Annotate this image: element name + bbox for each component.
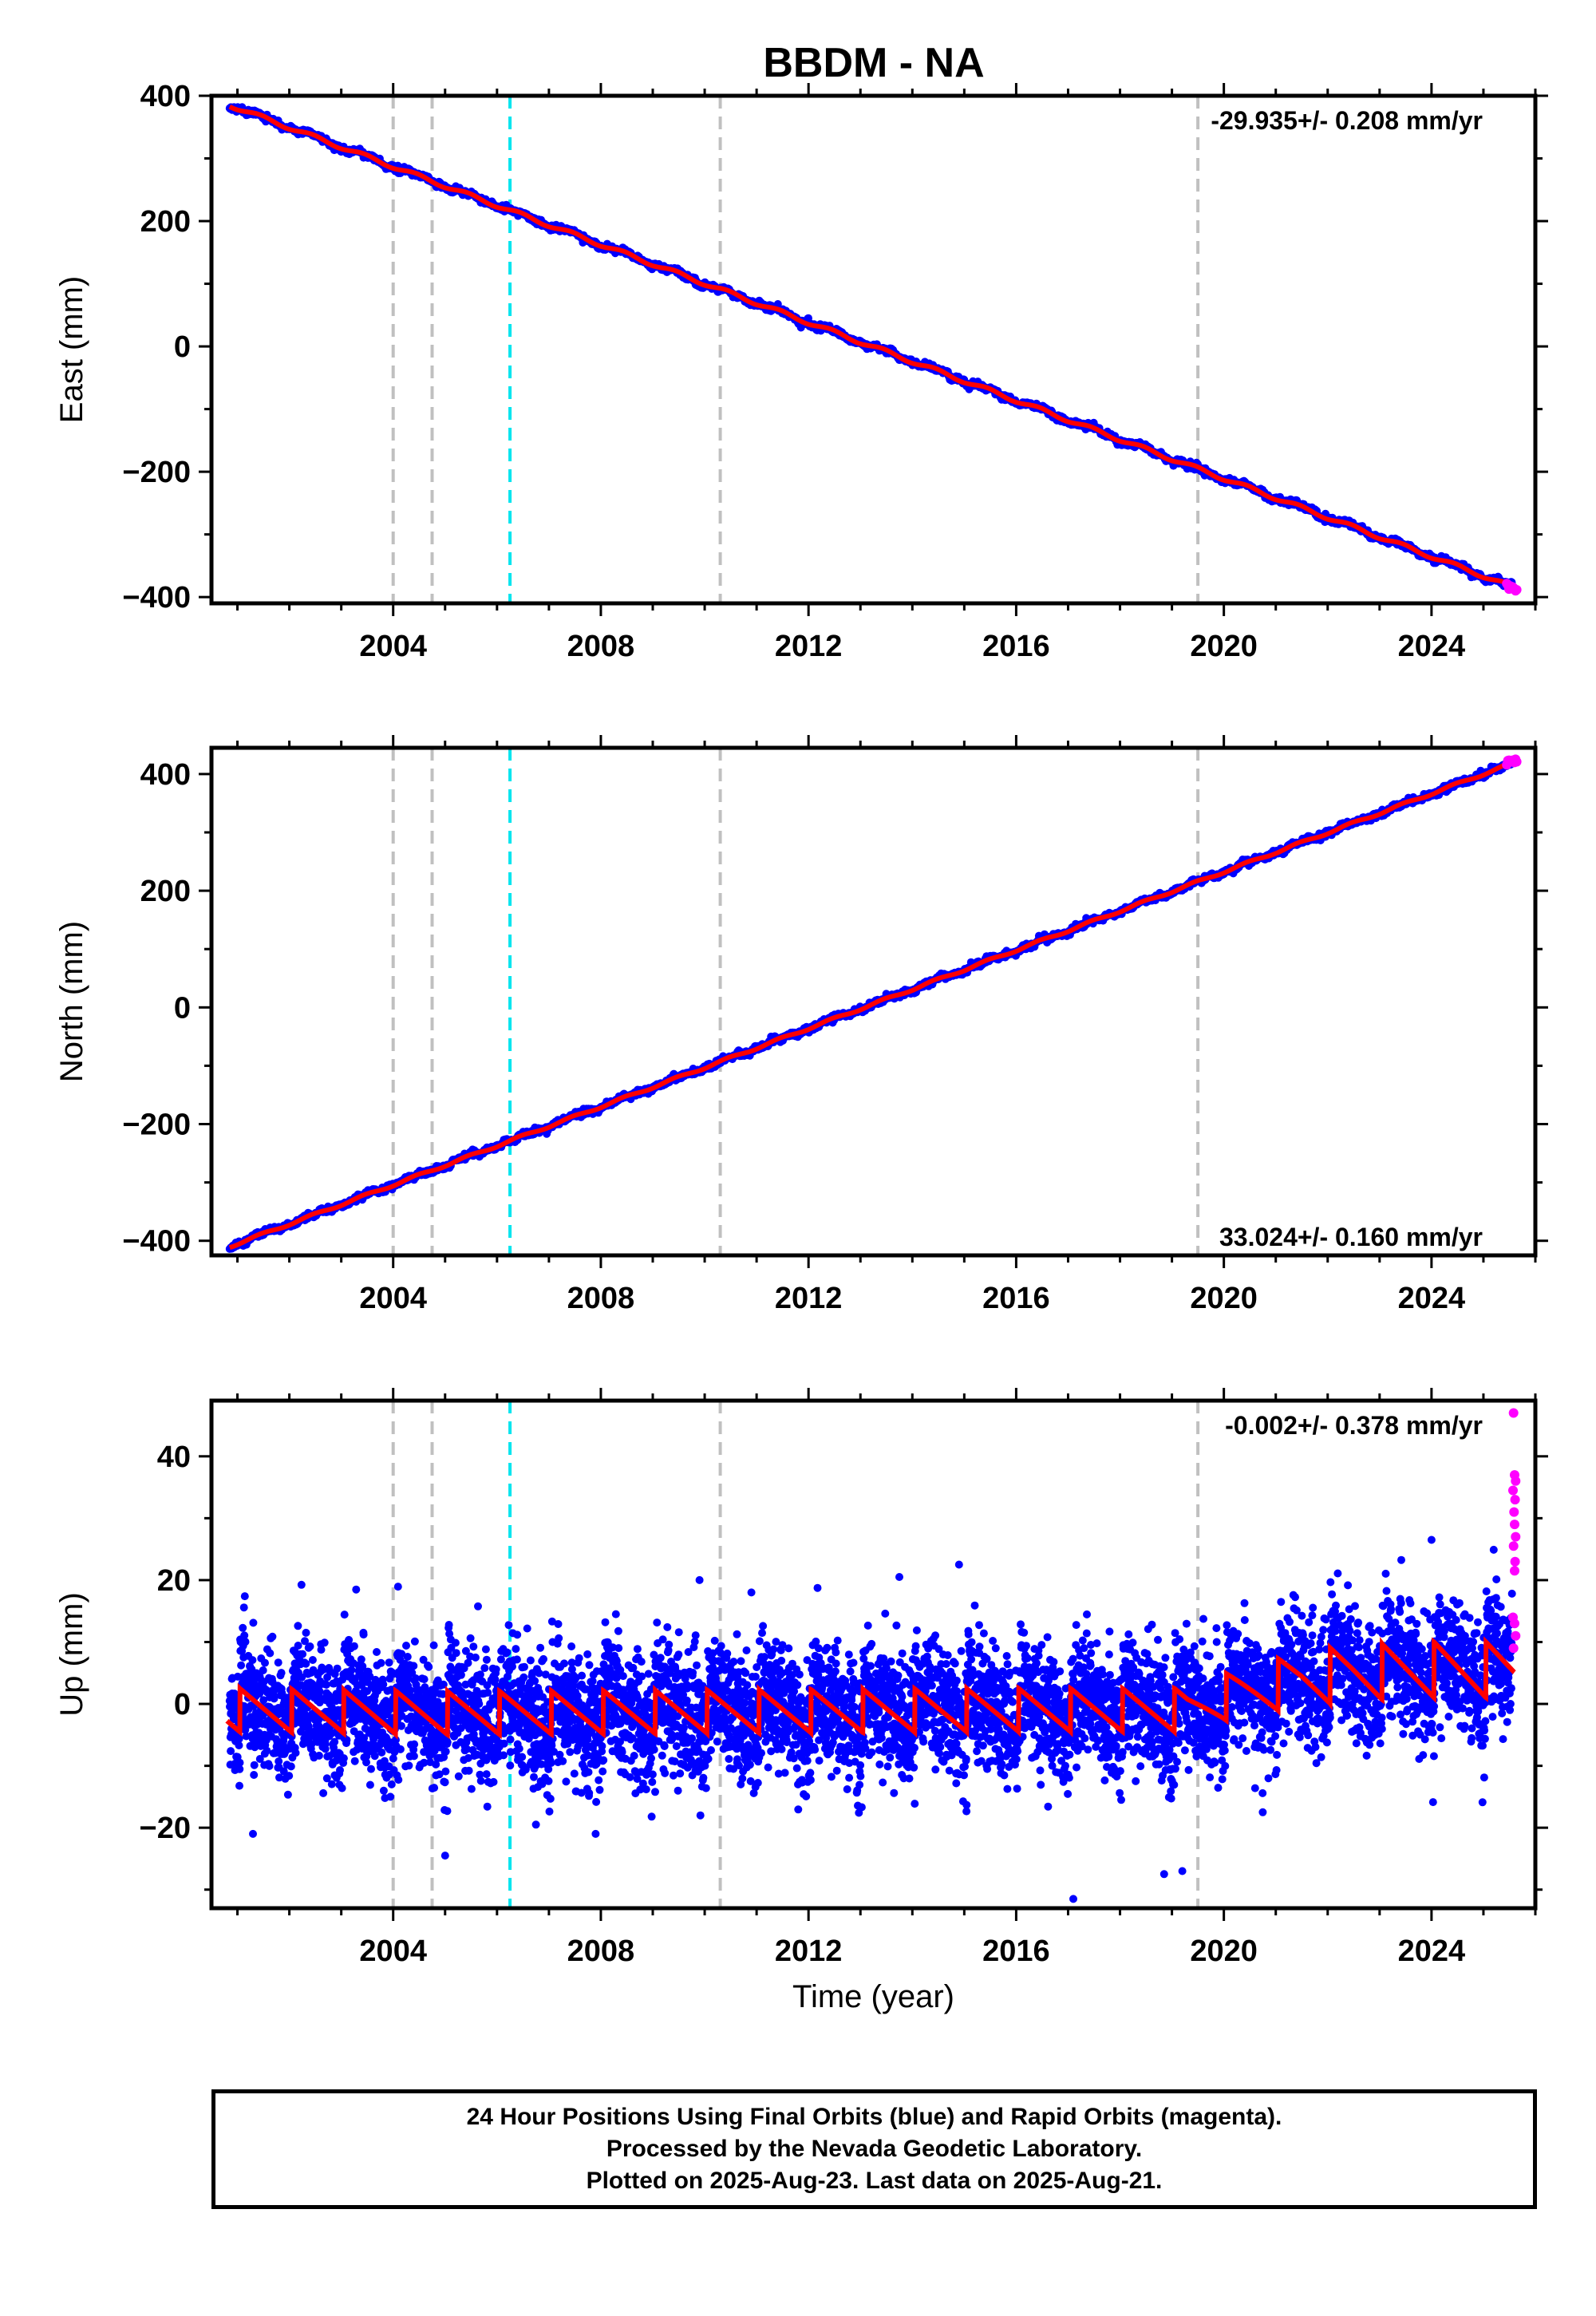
up-final-orbit-point [259, 1666, 267, 1674]
up-final-orbit-point [350, 1757, 359, 1765]
up-final-orbit-point [342, 1736, 351, 1745]
north-y-tick-label: 0 [174, 991, 191, 1025]
up-final-orbit-point [250, 1761, 259, 1769]
east-model-fit-line [228, 105, 1519, 591]
east-y-axis-label: East (mm) [54, 276, 89, 423]
north-y-tick-label: −400 [122, 1225, 191, 1259]
up-final-orbit-point [268, 1632, 277, 1641]
up-final-orbit-point [240, 1592, 249, 1601]
up-final-orbit-point [347, 1666, 356, 1674]
up-final-orbit-point [283, 1790, 292, 1799]
up-data [225, 1408, 1521, 1903]
north-x-tick-label: 2016 [982, 1282, 1050, 1315]
up-final-orbit-point [306, 1642, 314, 1650]
east-x-tick-label: 2020 [1190, 630, 1258, 663]
up-final-orbit-point [274, 1658, 282, 1667]
up-final-orbit-point [237, 1661, 246, 1670]
up-final-orbit-point [315, 1687, 324, 1696]
east-plot-frame [209, 93, 1538, 606]
up-final-orbit-point [263, 1746, 271, 1755]
up-final-orbit-point [320, 1638, 329, 1647]
east-x-tick-label: 2016 [982, 630, 1050, 663]
up-final-orbit-point [321, 1745, 330, 1753]
north-model-fit-line [228, 758, 1518, 1251]
east-y-tick-label: 200 [140, 205, 191, 239]
up-final-orbit-point [317, 1646, 326, 1654]
up-final-orbit-point [265, 1761, 274, 1770]
up-final-orbit-point [294, 1622, 302, 1630]
north-y-axis-label: North (mm) [54, 921, 89, 1082]
up-final-orbit-point [302, 1628, 310, 1637]
up-final-orbit-point [235, 1758, 244, 1767]
up-final-orbit-point [261, 1658, 269, 1667]
up-final-orbit-point [302, 1659, 310, 1668]
east-rapid-orbit-point [1511, 585, 1522, 595]
north-x-tick-label: 2012 [775, 1282, 843, 1315]
east-y-tick-label: 0 [174, 330, 191, 364]
up-final-orbit-point [340, 1611, 349, 1619]
up-final-orbit-point [239, 1623, 247, 1632]
north-y-tick-label: 200 [140, 875, 191, 908]
north-y-tick-label: 400 [140, 758, 191, 792]
up-final-orbit-point [352, 1585, 361, 1594]
up-final-orbit-point [333, 1664, 342, 1673]
up-final-orbit-point [277, 1669, 286, 1678]
up-final-orbit-point [338, 1784, 346, 1792]
north-x-tick-label: 2020 [1190, 1282, 1258, 1315]
up-final-orbit-point [339, 1754, 348, 1763]
up-final-orbit-point [319, 1788, 328, 1797]
east-data [225, 103, 1522, 596]
up-final-orbit-point [241, 1638, 250, 1646]
up-final-orbit-point [250, 1771, 259, 1779]
up-final-orbit-point [314, 1751, 323, 1760]
up-final-orbit-point [336, 1766, 344, 1774]
north-panel: 2004 2008 2012 2016 2020 2024 400 200 0 −200 −400 N… [54, 735, 1548, 1315]
north-rapid-orbit-point [1511, 757, 1522, 767]
up-final-orbit-point [322, 1681, 330, 1689]
up-final-orbit-point [285, 1772, 294, 1780]
up-final-orbit-point [327, 1780, 336, 1788]
north-x-tick-label: 2004 [359, 1282, 427, 1315]
east-x-tick-label: 2012 [775, 630, 843, 663]
up-final-orbit-point [308, 1656, 317, 1664]
up-final-orbit-point [248, 1656, 257, 1665]
east-x-tick-label: 2004 [359, 630, 427, 663]
panels: 2004 2008 2012 2016 2020 2024 400 200 0 −200 −400 E… [54, 80, 1548, 2014]
up-final-orbit-point [286, 1762, 295, 1771]
page-title: BBDM - NA [763, 40, 984, 86]
up-final-orbit-point [350, 1642, 358, 1650]
up-final-orbit-point [359, 1630, 368, 1639]
north-y-tick-label: −200 [122, 1109, 191, 1142]
up-final-orbit-point [297, 1580, 306, 1589]
up-final-orbit-point [294, 1642, 302, 1650]
east-x-tick-label: 2024 [1398, 630, 1466, 663]
up-final-orbit-point [345, 1635, 354, 1644]
up-final-orbit-point [239, 1603, 248, 1612]
up-final-orbit-point [266, 1649, 275, 1658]
north-rate-annotation: 33.024+/- 0.160 mm/yr [1219, 1223, 1483, 1251]
north-x-tick-label: 2024 [1398, 1282, 1466, 1315]
east-rate-annotation: -29.935+/- 0.208 mm/yr [1211, 106, 1483, 135]
east-panel: 2004 2008 2012 2016 2020 2024 400 200 0 −200 −400 E… [54, 80, 1548, 663]
up-final-orbit-point [235, 1781, 243, 1790]
up-final-orbit-point [298, 1650, 307, 1658]
east-y-tick-label: 400 [140, 80, 191, 113]
east-y-tick-label: −400 [122, 581, 191, 615]
north-x-tick-label: 2008 [567, 1282, 635, 1315]
up-final-orbit-point [357, 1655, 365, 1664]
north-data [225, 754, 1522, 1253]
east-y-tick-label: −200 [122, 456, 191, 489]
east-x-tick-label: 2008 [567, 630, 635, 663]
up-final-orbit-point [291, 1749, 300, 1757]
up-final-orbit-point [249, 1618, 258, 1627]
